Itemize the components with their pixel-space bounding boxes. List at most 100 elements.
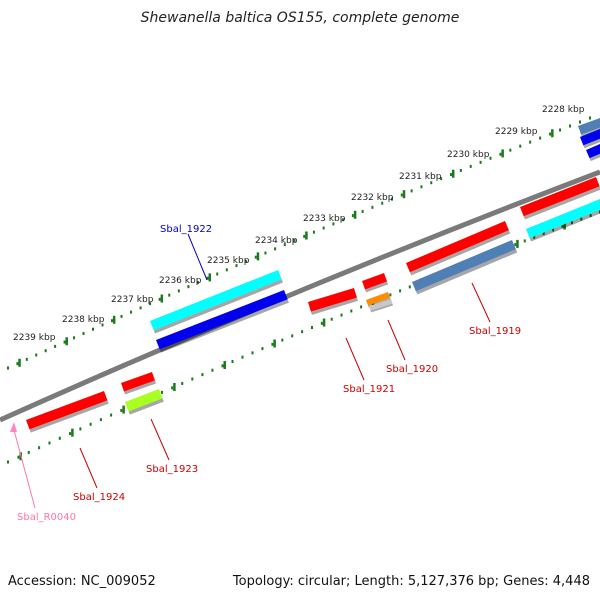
lower-ruler-dot (89, 422, 92, 426)
upper-ruler-dot (312, 230, 315, 234)
upper-ruler-dot (293, 239, 296, 242)
lower-ruler-dot (311, 326, 313, 329)
major-tick (501, 149, 504, 158)
upper-ruler-dot (111, 319, 114, 323)
lower-ruler-dot (533, 235, 536, 239)
upper-ruler-dot (149, 302, 152, 306)
upper-ruler-dot (216, 272, 219, 276)
upper-ruler-dot (44, 349, 47, 353)
lower-ruler-dot (589, 214, 592, 218)
lower-ruler-dot (281, 338, 284, 342)
scale-tick-label: 2239 kbp (13, 333, 56, 343)
gene-feature-sbal-1922-body (156, 290, 288, 350)
upper-ruler-dot (589, 116, 591, 120)
upper-ruler-dot (101, 323, 104, 327)
upper-ruler-dot (254, 255, 257, 259)
scale-tick-label: 2234 kbp (255, 236, 298, 246)
upper-ruler-dot (63, 340, 66, 344)
upper-ruler-dot (499, 152, 502, 156)
gene-feature-sbal-r0040 (10, 422, 17, 432)
map-title: Shewanella baltica OS155, complete genom… (140, 10, 460, 26)
upper-ruler-dot (225, 268, 228, 272)
gene-feature-steel (412, 240, 518, 295)
upper-ruler-dot (489, 156, 492, 160)
gene-feature-sbal-1920-shadow (365, 281, 389, 293)
lower-ruler-dot (221, 364, 224, 368)
lower-ruler-dot (350, 309, 353, 313)
gene-feature-steel-shadow (415, 249, 518, 295)
lower-ruler-dot (570, 221, 573, 225)
upper-ruler-dot (35, 353, 38, 357)
gene-feature-sbal-1924-shadow (29, 400, 109, 433)
gene-label-sbal-1923: Sbal_1923 (146, 464, 198, 475)
gene-feature-blue-top-2-shadow (589, 153, 600, 162)
genome-summary-text: Topology: circular; Length: 5,127,376 bp… (232, 574, 590, 589)
lower-ruler-dot (251, 351, 254, 355)
lower-ruler-dot (161, 390, 163, 394)
gene-label-sbal-1920: Sbal_1920 (386, 364, 438, 375)
gene-feature-grey-shadow (370, 303, 394, 313)
gene-feature-steel-body (412, 240, 516, 292)
upper-ruler-dot (559, 128, 562, 132)
upper-ruler-dot (420, 185, 423, 189)
gene-feature-sbal-1919-body (406, 221, 509, 273)
upper-ruler-dot (410, 189, 413, 193)
upper-ruler-dot (92, 327, 95, 331)
lower-ruler-dot (58, 436, 61, 440)
scale-tick-label: 2233 kbp (303, 214, 346, 224)
leader-line-sbal-1922 (187, 233, 208, 281)
gene-label-sbal-1922: Sbal_1922 (160, 224, 212, 235)
scale-tick-label: 2228 kbp (542, 105, 585, 115)
scale-tick-label: 2232 kbp (351, 193, 394, 203)
gene-label-sbal-1921: Sbal_1921 (343, 384, 395, 395)
gene-feature-red-right-shadow (523, 186, 600, 220)
lower-ruler-dot (7, 460, 9, 464)
upper-ruler-dot (7, 366, 9, 370)
lower-ruler-dot (552, 228, 555, 232)
upper-ruler-dot (120, 314, 123, 318)
upper-ruler-dot (569, 124, 572, 128)
gene-feature-sbal-1923-upper (121, 372, 157, 395)
gene-feature-sbal-1921-shadow (310, 297, 358, 315)
upper-ruler-dot (82, 332, 85, 336)
major-tick (451, 169, 455, 178)
upper-ruler-dot (332, 222, 335, 226)
leader-line-sbal-1923 (150, 418, 170, 461)
upper-ruler-dot (361, 209, 364, 213)
gene-feature-sbal-1920 (362, 273, 389, 293)
gene-feature-sbal-1919-shadow (409, 230, 511, 276)
upper-ruler-dot (54, 344, 57, 348)
upper-ruler-dot (139, 306, 142, 310)
upper-ruler-dot (73, 336, 76, 340)
upper-ruler-dot (168, 293, 171, 297)
gene-feature-cyan-right-shadow (529, 209, 600, 242)
upper-ruler-dot (342, 218, 345, 222)
label-leader-lines (13, 233, 491, 509)
major-tick (223, 360, 226, 369)
gene-feature-sbal-1920-body (362, 273, 388, 290)
upper-ruler-dot (519, 144, 522, 148)
scale-tick-label: 2229 kbp (495, 127, 538, 137)
lower-ruler-dot (389, 293, 392, 297)
gene-feature-sbal-1923-body (125, 389, 163, 412)
gene-feature-cyan-right (526, 199, 600, 242)
upper-ruler-dot (235, 264, 238, 268)
upper-ruler-dot (16, 362, 19, 366)
upper-ruler-dot (206, 276, 209, 280)
gene-feature-grey-body (369, 299, 393, 311)
lower-ruler-dot (241, 355, 244, 359)
lower-ruler-dot (38, 446, 41, 450)
lower-ruler-dot (320, 321, 323, 325)
upper-ruler-dot (130, 310, 133, 314)
gene-feature-blue-top-2-body (586, 144, 600, 159)
gene-feature-grey (369, 299, 394, 313)
leader-line-sbal-1924 (79, 447, 98, 489)
gene-feature-sbal-1924 (26, 391, 109, 433)
lower-ruler-dot (69, 432, 72, 436)
lower-ruler-dot (580, 217, 583, 221)
upper-ruler-dot (158, 297, 161, 301)
lower-ruler-dot (231, 360, 234, 364)
upper-ruler-dot (303, 234, 306, 238)
lower-ruler-dot (340, 313, 343, 317)
major-tick (208, 273, 212, 282)
